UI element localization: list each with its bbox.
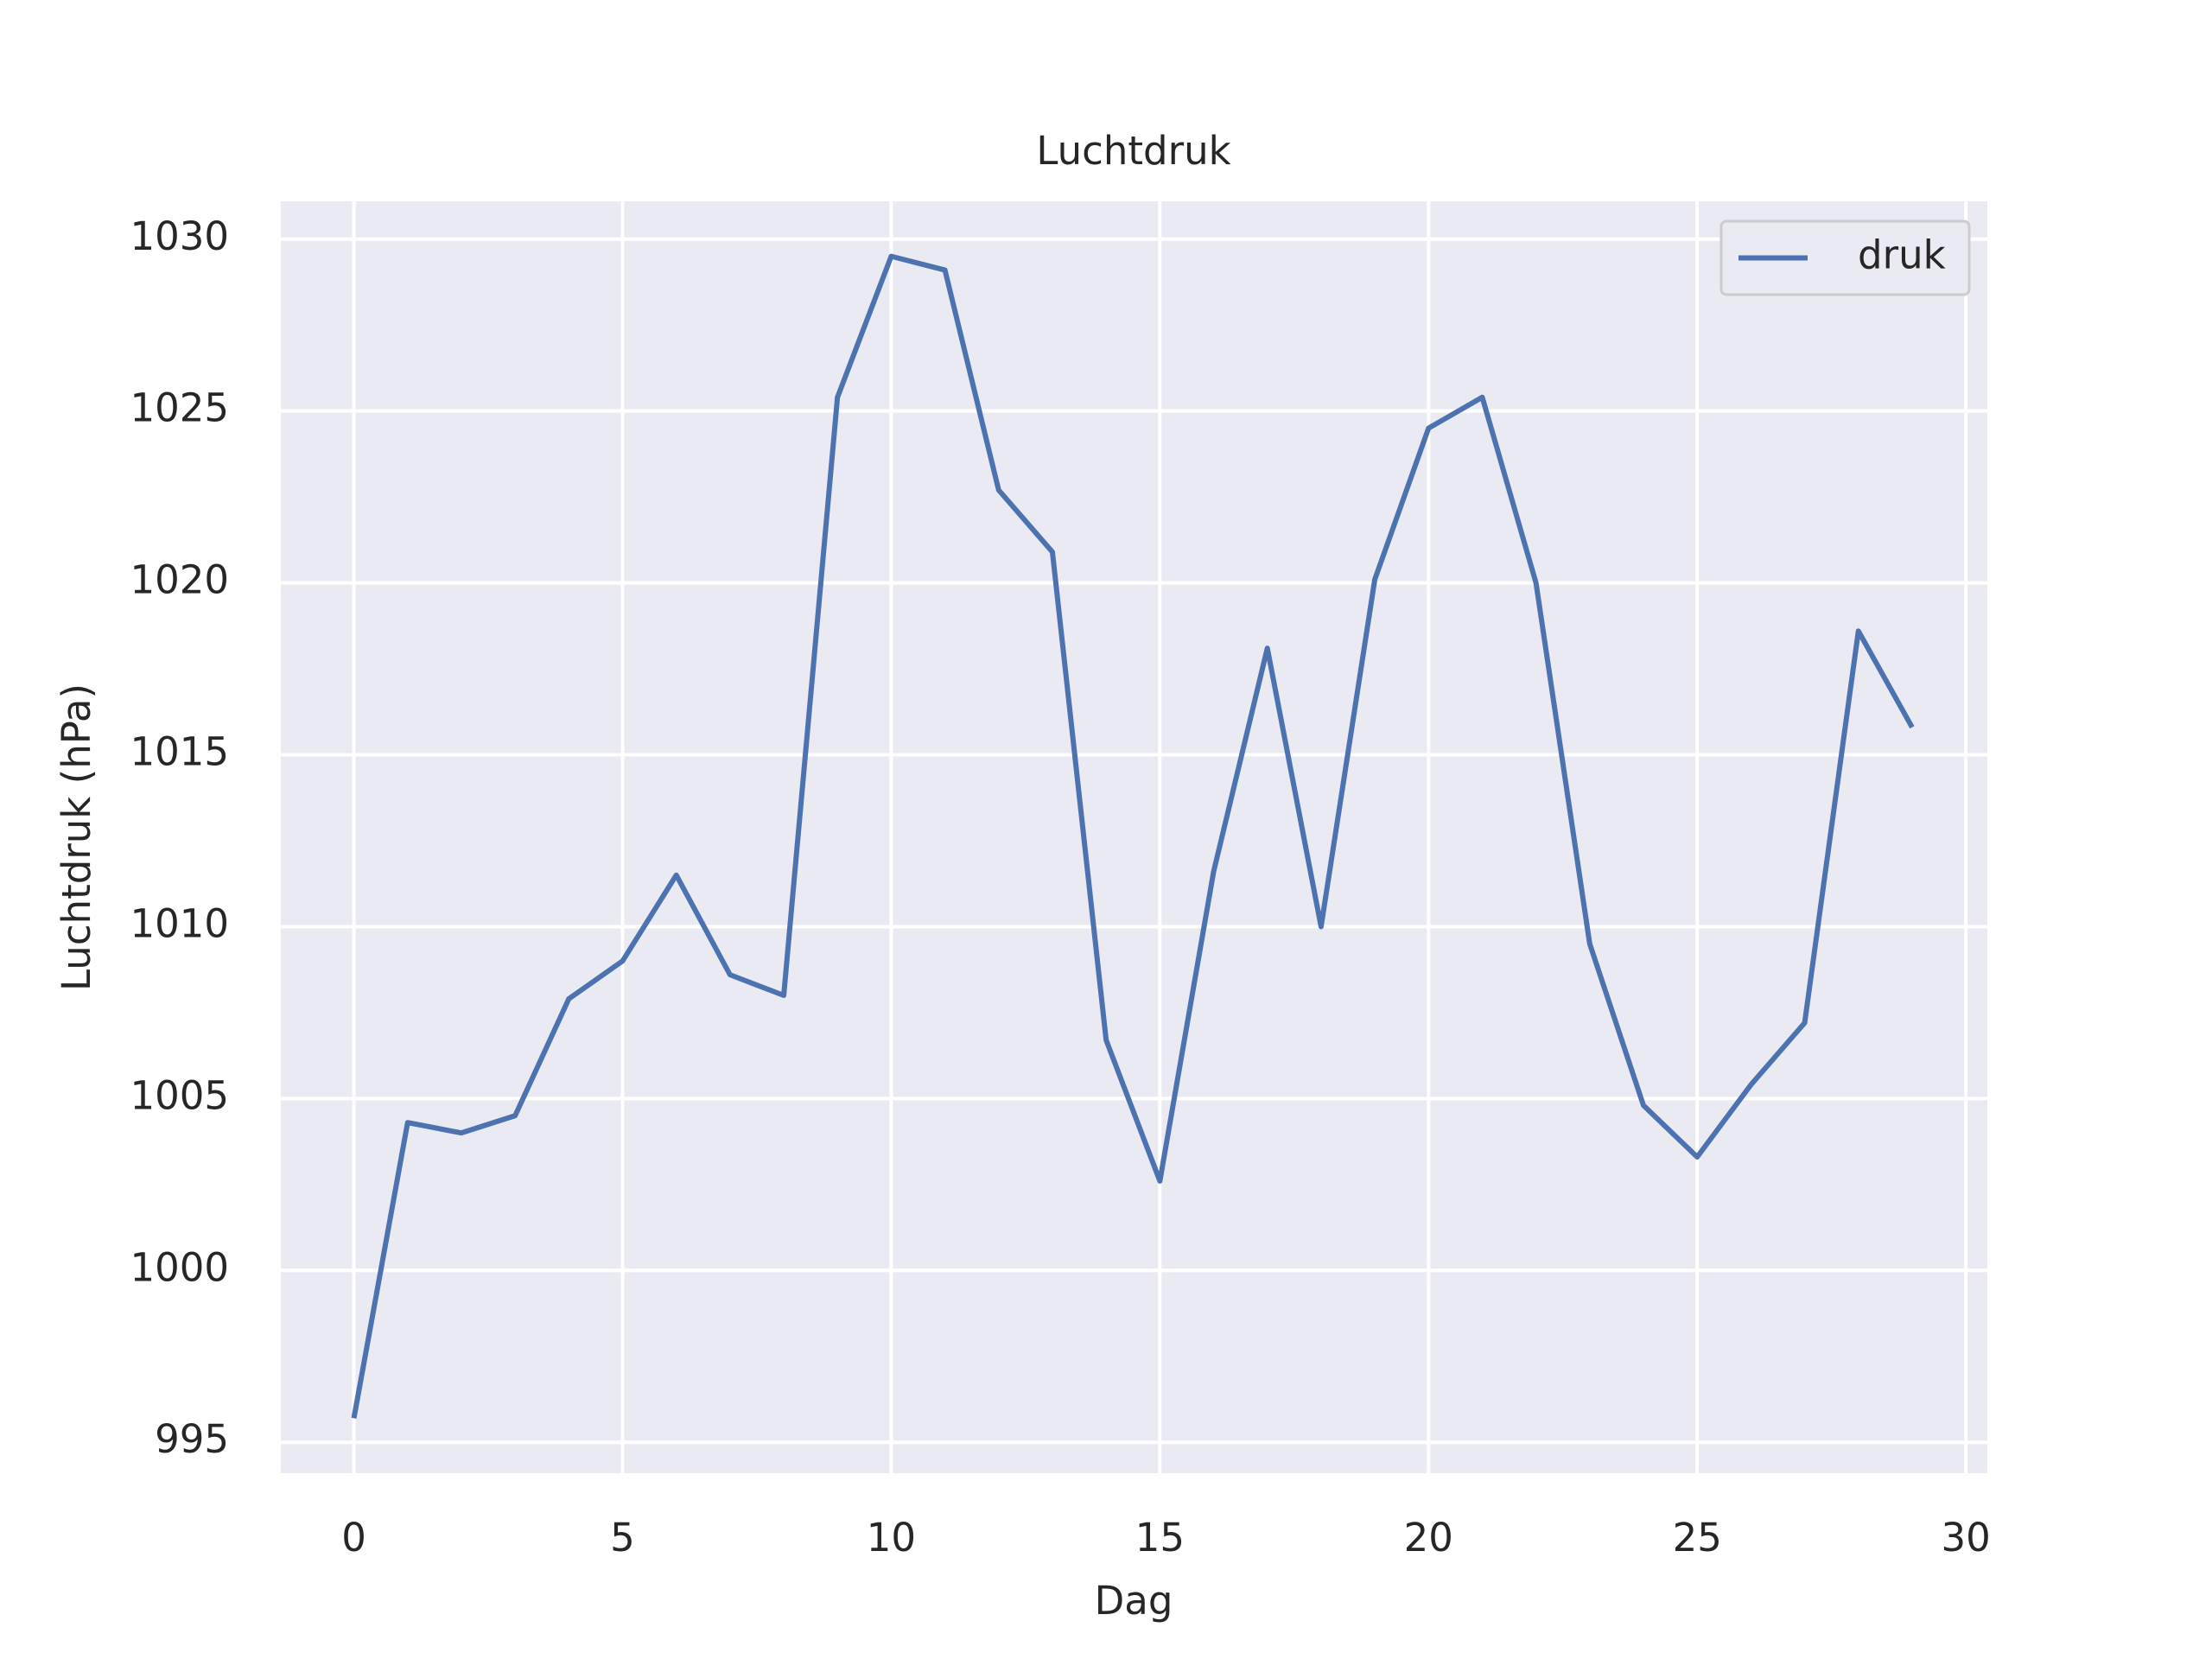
x-tick-label: 10 [867,1515,916,1560]
y-tick-label: 1025 [130,385,229,431]
plot-area [281,201,1987,1473]
legend-label: druk [1858,232,1946,278]
y-tick-label: 1000 [130,1244,229,1290]
x-tick-label: 5 [610,1515,635,1560]
x-tick-label: 20 [1404,1515,1453,1560]
y-tick-label: 995 [155,1416,229,1462]
legend-box [1719,219,1971,296]
x-tick-label: 15 [1135,1515,1185,1560]
y-axis-label: Luchtdruk (hPa) [54,683,99,991]
y-tick-label: 1005 [130,1072,229,1118]
x-tick-label: 30 [1941,1515,1990,1560]
x-tick-label: 0 [341,1515,366,1560]
y-tick-label: 1010 [130,900,229,946]
y-tick-label: 1015 [130,729,229,775]
x-axis-label: Dag [1095,1578,1173,1624]
data-line [351,253,1915,1419]
x-tick-label: 25 [1673,1515,1722,1560]
chart-title: Luchtdruk [1036,128,1230,174]
y-tick-label: 1030 [130,213,229,259]
y-tick-label: 1020 [130,557,229,603]
